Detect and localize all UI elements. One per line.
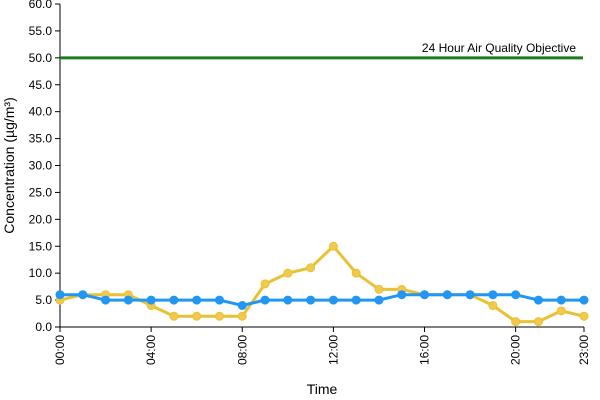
y-axis-ticks: 0.0 5.0 10.0 15.0 20.0 25.0 30.0 35.0 40.0 45.0 50… (29, 0, 60, 334)
y-tick-label: 60.0 (29, 0, 53, 11)
data-point (101, 295, 111, 305)
data-point (420, 290, 430, 300)
y-tick-label: 20.0 (29, 212, 53, 226)
y-tick-label: 30.0 (29, 159, 53, 173)
data-point (488, 300, 498, 310)
data-point (579, 311, 589, 321)
data-point (442, 290, 452, 300)
y-tick-label: 55.0 (29, 24, 53, 38)
x-tick-label: 23:00 (577, 335, 591, 365)
data-point (556, 306, 566, 316)
x-tick-label: 08:00 (235, 335, 249, 365)
data-point (214, 295, 224, 305)
x-tick-label: 00:00 (53, 335, 67, 365)
x-axis-title: Time (307, 381, 338, 397)
y-tick-label: 0.0 (35, 320, 52, 334)
data-point (192, 311, 202, 321)
x-tick-label: 04:00 (144, 335, 158, 365)
x-tick-label: 16:00 (418, 335, 432, 365)
y-tick-label: 40.0 (29, 105, 53, 119)
data-point (78, 290, 88, 300)
data-point (351, 268, 361, 278)
series-line (59, 244, 585, 324)
data-point (260, 279, 270, 289)
y-tick-label: 50.0 (29, 51, 53, 65)
series-2 (55, 290, 589, 310)
x-tick-label: 12:00 (326, 335, 340, 365)
y-tick-label: 25.0 (29, 185, 53, 199)
data-point (123, 295, 133, 305)
data-point (579, 295, 589, 305)
data-point (169, 295, 179, 305)
data-point (374, 295, 384, 305)
y-axis-title: Concentration (µg/m³) (1, 97, 17, 233)
data-point (488, 290, 498, 300)
data-point (533, 295, 543, 305)
data-point (511, 290, 521, 300)
data-point (192, 295, 202, 305)
data-point (351, 295, 361, 305)
data-point (306, 263, 316, 273)
data-point (55, 290, 65, 300)
series-line (60, 293, 584, 307)
y-tick-label: 45.0 (29, 78, 53, 92)
series-1 (55, 241, 589, 327)
data-point (465, 290, 475, 300)
y-tick-label: 5.0 (35, 293, 52, 307)
data-point (214, 311, 224, 321)
data-point (328, 241, 338, 251)
y-tick-label: 10.0 (29, 266, 53, 280)
x-axis-ticks: 00:00 04:00 08:00 12:00 16:00 20:00 23:00 (53, 327, 591, 365)
data-point (511, 317, 521, 327)
y-tick-label: 35.0 (29, 132, 53, 146)
data-point (260, 295, 270, 305)
y-tick-label: 15.0 (29, 239, 53, 253)
data-point (283, 295, 293, 305)
data-point (169, 311, 179, 321)
x-tick-label: 20:00 (509, 335, 523, 365)
data-point (556, 295, 566, 305)
data-point (306, 295, 316, 305)
data-point (533, 317, 543, 327)
data-point (237, 300, 247, 310)
data-point (146, 295, 156, 305)
objective-label: 24 Hour Air Quality Objective (422, 41, 576, 55)
data-point (397, 290, 407, 300)
series-layer (55, 241, 589, 327)
data-point (374, 284, 384, 294)
data-point (237, 311, 247, 321)
data-point (328, 295, 338, 305)
data-point (283, 268, 293, 278)
